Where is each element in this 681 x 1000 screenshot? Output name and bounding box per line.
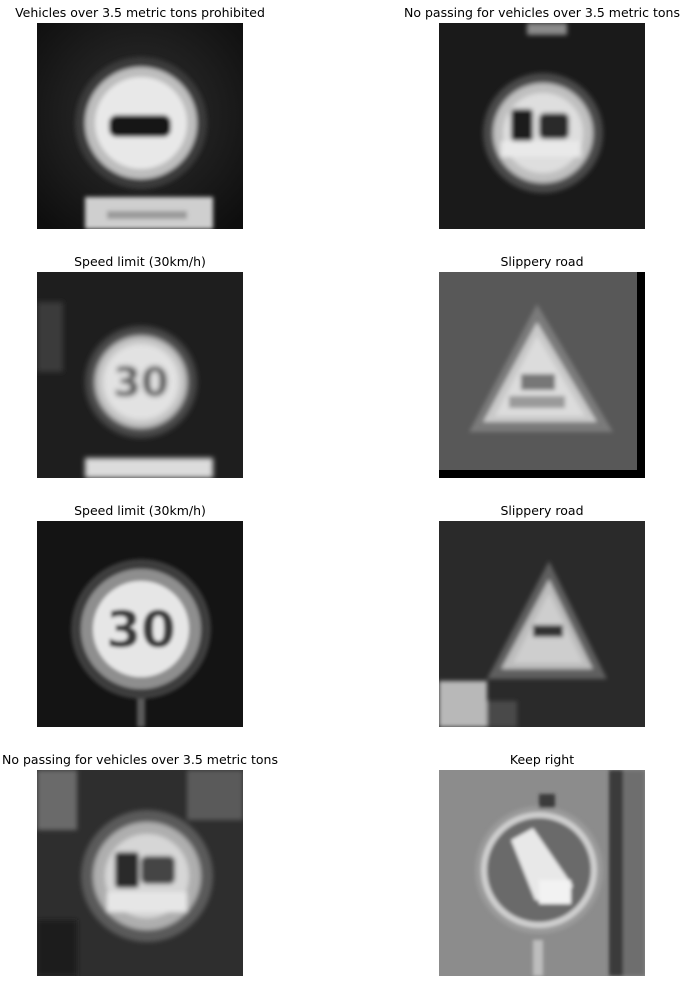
panel-title: Slippery road bbox=[500, 503, 584, 518]
svg-text:30: 30 bbox=[113, 360, 169, 406]
sign-image-no-heavy-vehicles bbox=[37, 23, 243, 229]
panel-title: No passing for vehicles over 3.5 metric … bbox=[2, 752, 278, 767]
panel-title: Keep right bbox=[509, 752, 575, 767]
sign-image-speed-limit: 30 bbox=[37, 521, 243, 727]
sign-image-speed-limit: 30 bbox=[37, 272, 243, 478]
panel-title: Vehicles over 3.5 metric tons prohibited bbox=[15, 5, 265, 20]
panel-title: Speed limit (30km/h) bbox=[74, 254, 206, 269]
sign-image-slippery-triangle bbox=[439, 272, 645, 478]
panel-title: Speed limit (30km/h) bbox=[74, 503, 206, 518]
sign-image-slippery-triangle bbox=[439, 521, 645, 727]
panel-title: No passing for vehicles over 3.5 metric … bbox=[404, 5, 680, 20]
svg-text:30: 30 bbox=[106, 601, 176, 659]
sign-image-no-passing-heavy bbox=[439, 23, 645, 229]
sign-image-keep-right bbox=[439, 770, 645, 976]
panel-title: Slippery road bbox=[500, 254, 584, 269]
sign-image-no-passing-heavy bbox=[37, 770, 243, 976]
